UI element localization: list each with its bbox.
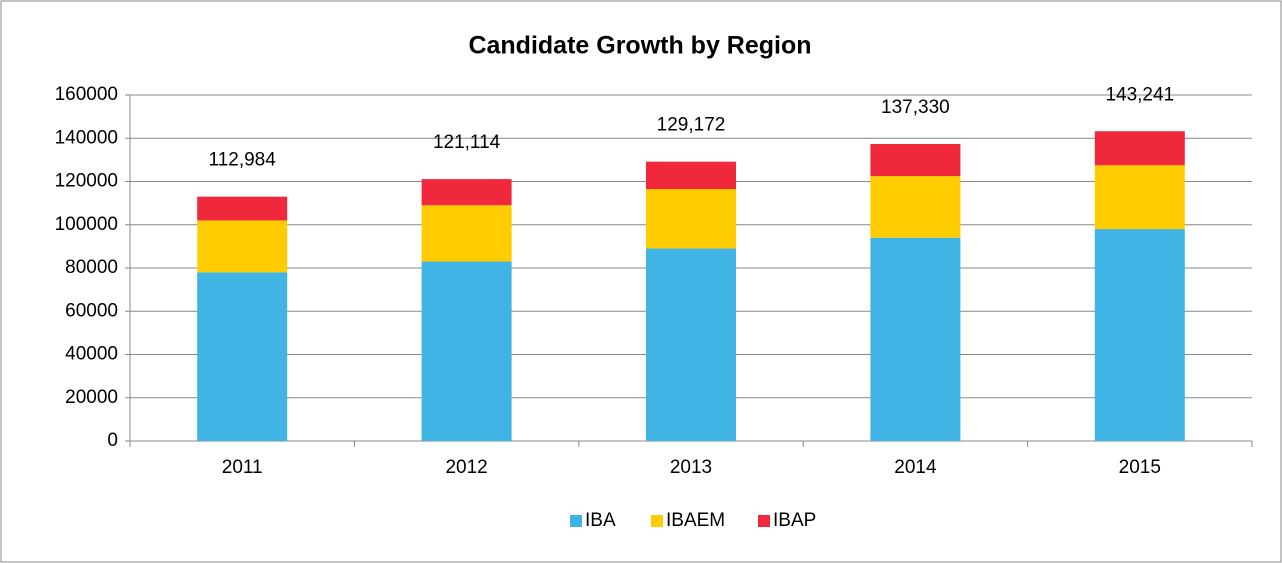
y-tick-label: 80000 [65,257,118,278]
legend-swatch [651,515,663,527]
bar-segment [421,179,512,206]
bar-segment [421,261,512,441]
x-tick-label: 2015 [1119,457,1161,478]
y-tick-label: 160000 [55,84,118,105]
bar-segment [646,161,736,190]
y-tick-label: 0 [107,430,118,451]
total-label: 121,114 [433,132,501,153]
y-tick-label: 20000 [65,387,118,408]
total-label: 129,172 [657,115,726,136]
bar-segment [197,196,288,221]
bar-segment [1094,165,1185,230]
bar-segment [870,237,961,441]
bar-segment [421,205,512,262]
y-tick-label: 140000 [55,127,118,148]
bar-segment [646,248,736,441]
chart-title: Candidate Growth by Region [468,32,811,60]
y-tick-label: 100000 [55,214,118,235]
legend-label: IBA [585,510,616,531]
legend-label: IBAP [773,510,816,531]
x-tick-label: 2011 [222,457,263,478]
bar-segment [870,144,961,177]
legend-label: IBAEM [666,510,725,531]
total-label: 112,984 [209,150,277,171]
bar-segment [197,220,288,273]
total-label: 137,330 [881,97,950,118]
y-tick-label: 60000 [65,300,118,321]
bar-segment [1094,131,1185,166]
y-tick-label: 120000 [55,171,118,192]
y-tick-label: 40000 [65,344,118,365]
bar-segment [197,272,288,441]
total-label: 143,241 [1105,84,1174,105]
x-tick-label: 2013 [670,457,712,478]
legend-swatch [570,515,582,527]
bar-segment [646,189,736,249]
x-tick-label: 2012 [445,457,487,478]
legend-swatch [758,515,770,527]
x-tick-label: 2014 [894,457,937,478]
bar-segment [870,176,961,238]
bar-segment [1094,229,1185,441]
